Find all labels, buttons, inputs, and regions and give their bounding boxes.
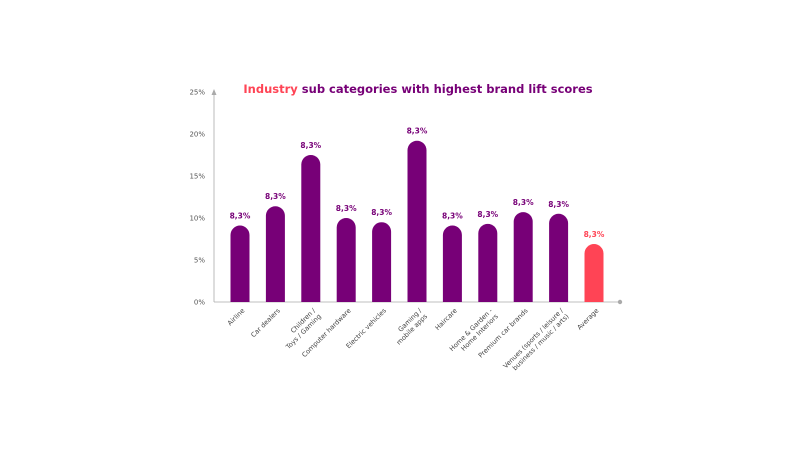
y-tick-label: 5% [194, 257, 205, 265]
category-label: Gaming /mobile apps [389, 306, 429, 346]
y-tick-label: 10% [189, 215, 205, 223]
category-labels: Airline Car dealers Children /Toys / Gamin… [226, 306, 601, 376]
category-label-line: Venues (sports / leisure / [502, 306, 566, 370]
category-label: Venues (sports / leisure /business / mus… [502, 306, 572, 376]
data-labels: 8,3% 8,3% 8,3% 8,3% 8,3% 8,3% 8,3% 8,3% 8,3% 8,3%… [230, 127, 605, 239]
data-label: 8,3% [477, 210, 498, 219]
data-label: 8,3% [230, 212, 251, 221]
bar [336, 218, 356, 302]
chart-title: Industry sub categories with highest bra… [243, 82, 592, 96]
data-label: 8,3% [300, 141, 321, 150]
bar [549, 213, 569, 302]
chart-title-highlight: Industry [243, 82, 298, 96]
bar [372, 222, 392, 302]
bar [478, 223, 498, 302]
category-label: Car dealers [249, 306, 282, 339]
bar [513, 212, 533, 302]
x-axis-end-dot [617, 299, 623, 305]
y-tick-label: 0% [194, 299, 205, 307]
data-label: 8,3% [513, 198, 534, 207]
bar [584, 244, 604, 302]
data-label: 8,3% [265, 192, 286, 201]
data-label: 8,3% [584, 230, 605, 239]
bar [442, 225, 462, 302]
data-label: 8,3% [548, 200, 569, 209]
category-label: Haircare [434, 307, 459, 332]
data-label: 8,3% [371, 208, 392, 217]
bar [230, 225, 250, 302]
y-tick-label: 15% [189, 173, 205, 181]
bar [301, 155, 321, 302]
category-label-line: Haircare [434, 307, 459, 332]
bar [265, 206, 285, 302]
data-label: 8,3% [336, 204, 357, 213]
chart-title-rest: sub categories with highest brand lift s… [298, 82, 593, 96]
y-tick-label: 25% [189, 89, 205, 97]
data-label: 8,3% [442, 212, 463, 221]
data-label: 8,3% [407, 127, 428, 136]
bars [230, 140, 604, 302]
bar [407, 140, 427, 302]
category-label-line: Car dealers [249, 306, 282, 339]
y-tick-label: 20% [189, 131, 205, 139]
category-label-line: Average [576, 307, 601, 332]
y-axis-arrow [211, 89, 217, 95]
category-label-line: Airline [226, 307, 246, 327]
category-label: Average [576, 307, 601, 332]
y-axis-ticks: 0% 5% 10% 15% 20% 25% [189, 89, 205, 307]
category-label: Airline [226, 307, 246, 327]
